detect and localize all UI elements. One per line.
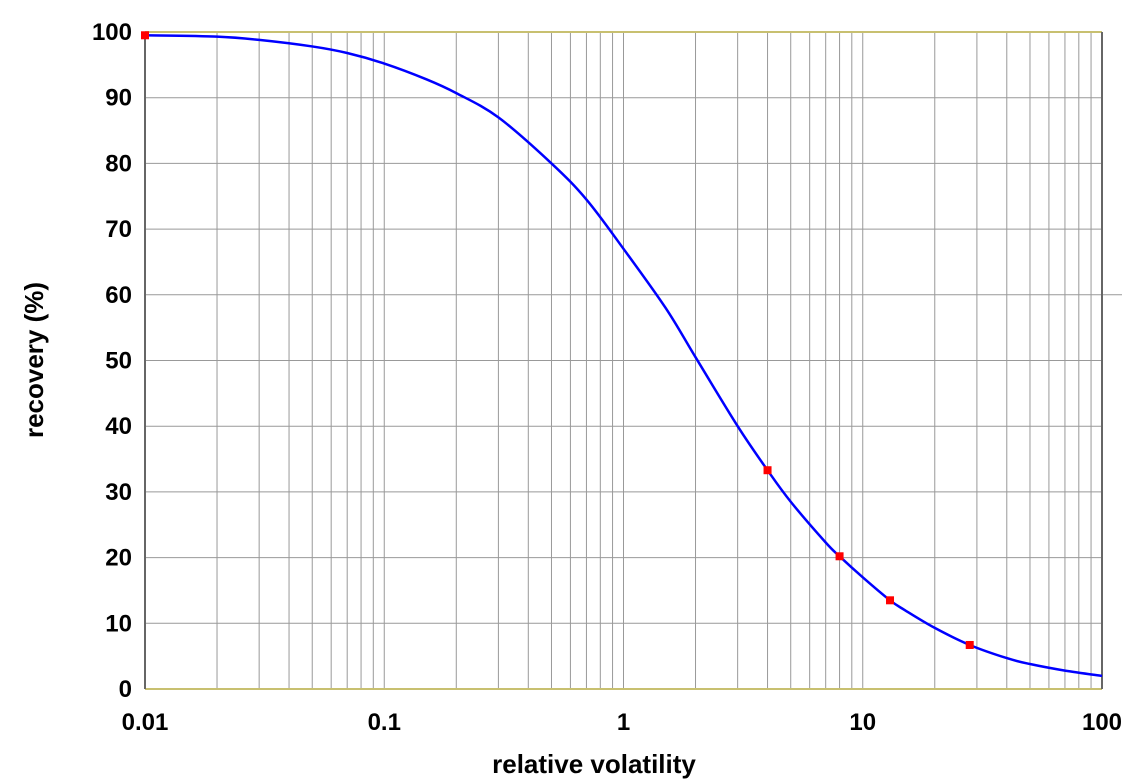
- y-tick-label: 90: [105, 85, 132, 112]
- y-tick-label: 30: [105, 479, 132, 506]
- plot-frame: [144, 31, 1103, 690]
- y-tick-label: 80: [105, 150, 132, 177]
- grid: [144, 32, 1122, 689]
- y-tick-label: 50: [105, 348, 132, 375]
- y-tick-label: 70: [105, 216, 132, 243]
- data-point-marker: [965, 640, 974, 649]
- recovery-curve: [144, 34, 1103, 678]
- data-series: [141, 31, 1103, 678]
- x-tick-label: 100: [1082, 709, 1122, 736]
- y-tick-label: 100: [92, 19, 132, 46]
- data-point-marker: [835, 552, 844, 561]
- y-tick-label: 60: [105, 282, 132, 309]
- data-point-marker: [141, 31, 149, 40]
- x-axis-title: relative volatility: [492, 749, 696, 779]
- y-tick-label: 10: [105, 610, 132, 637]
- data-point-marker: [763, 466, 772, 475]
- x-tick-label: 0.1: [368, 709, 401, 736]
- y-tick-label: 20: [105, 545, 132, 572]
- x-tick-label: 1: [617, 709, 630, 736]
- x-tick-labels: 0.01 0.1 1 10 100: [122, 709, 1122, 736]
- y-tick-label: 40: [105, 413, 132, 440]
- x-tick-label: 0.01: [122, 709, 169, 736]
- x-tick-label: 10: [849, 709, 876, 736]
- y-tick-label: 0: [119, 676, 132, 703]
- data-point-marker: [886, 596, 895, 605]
- y-tick-labels: 0 10 20 30 40 50 60 70 80 90 100: [92, 19, 132, 703]
- y-axis-title: recovery (%): [19, 282, 49, 438]
